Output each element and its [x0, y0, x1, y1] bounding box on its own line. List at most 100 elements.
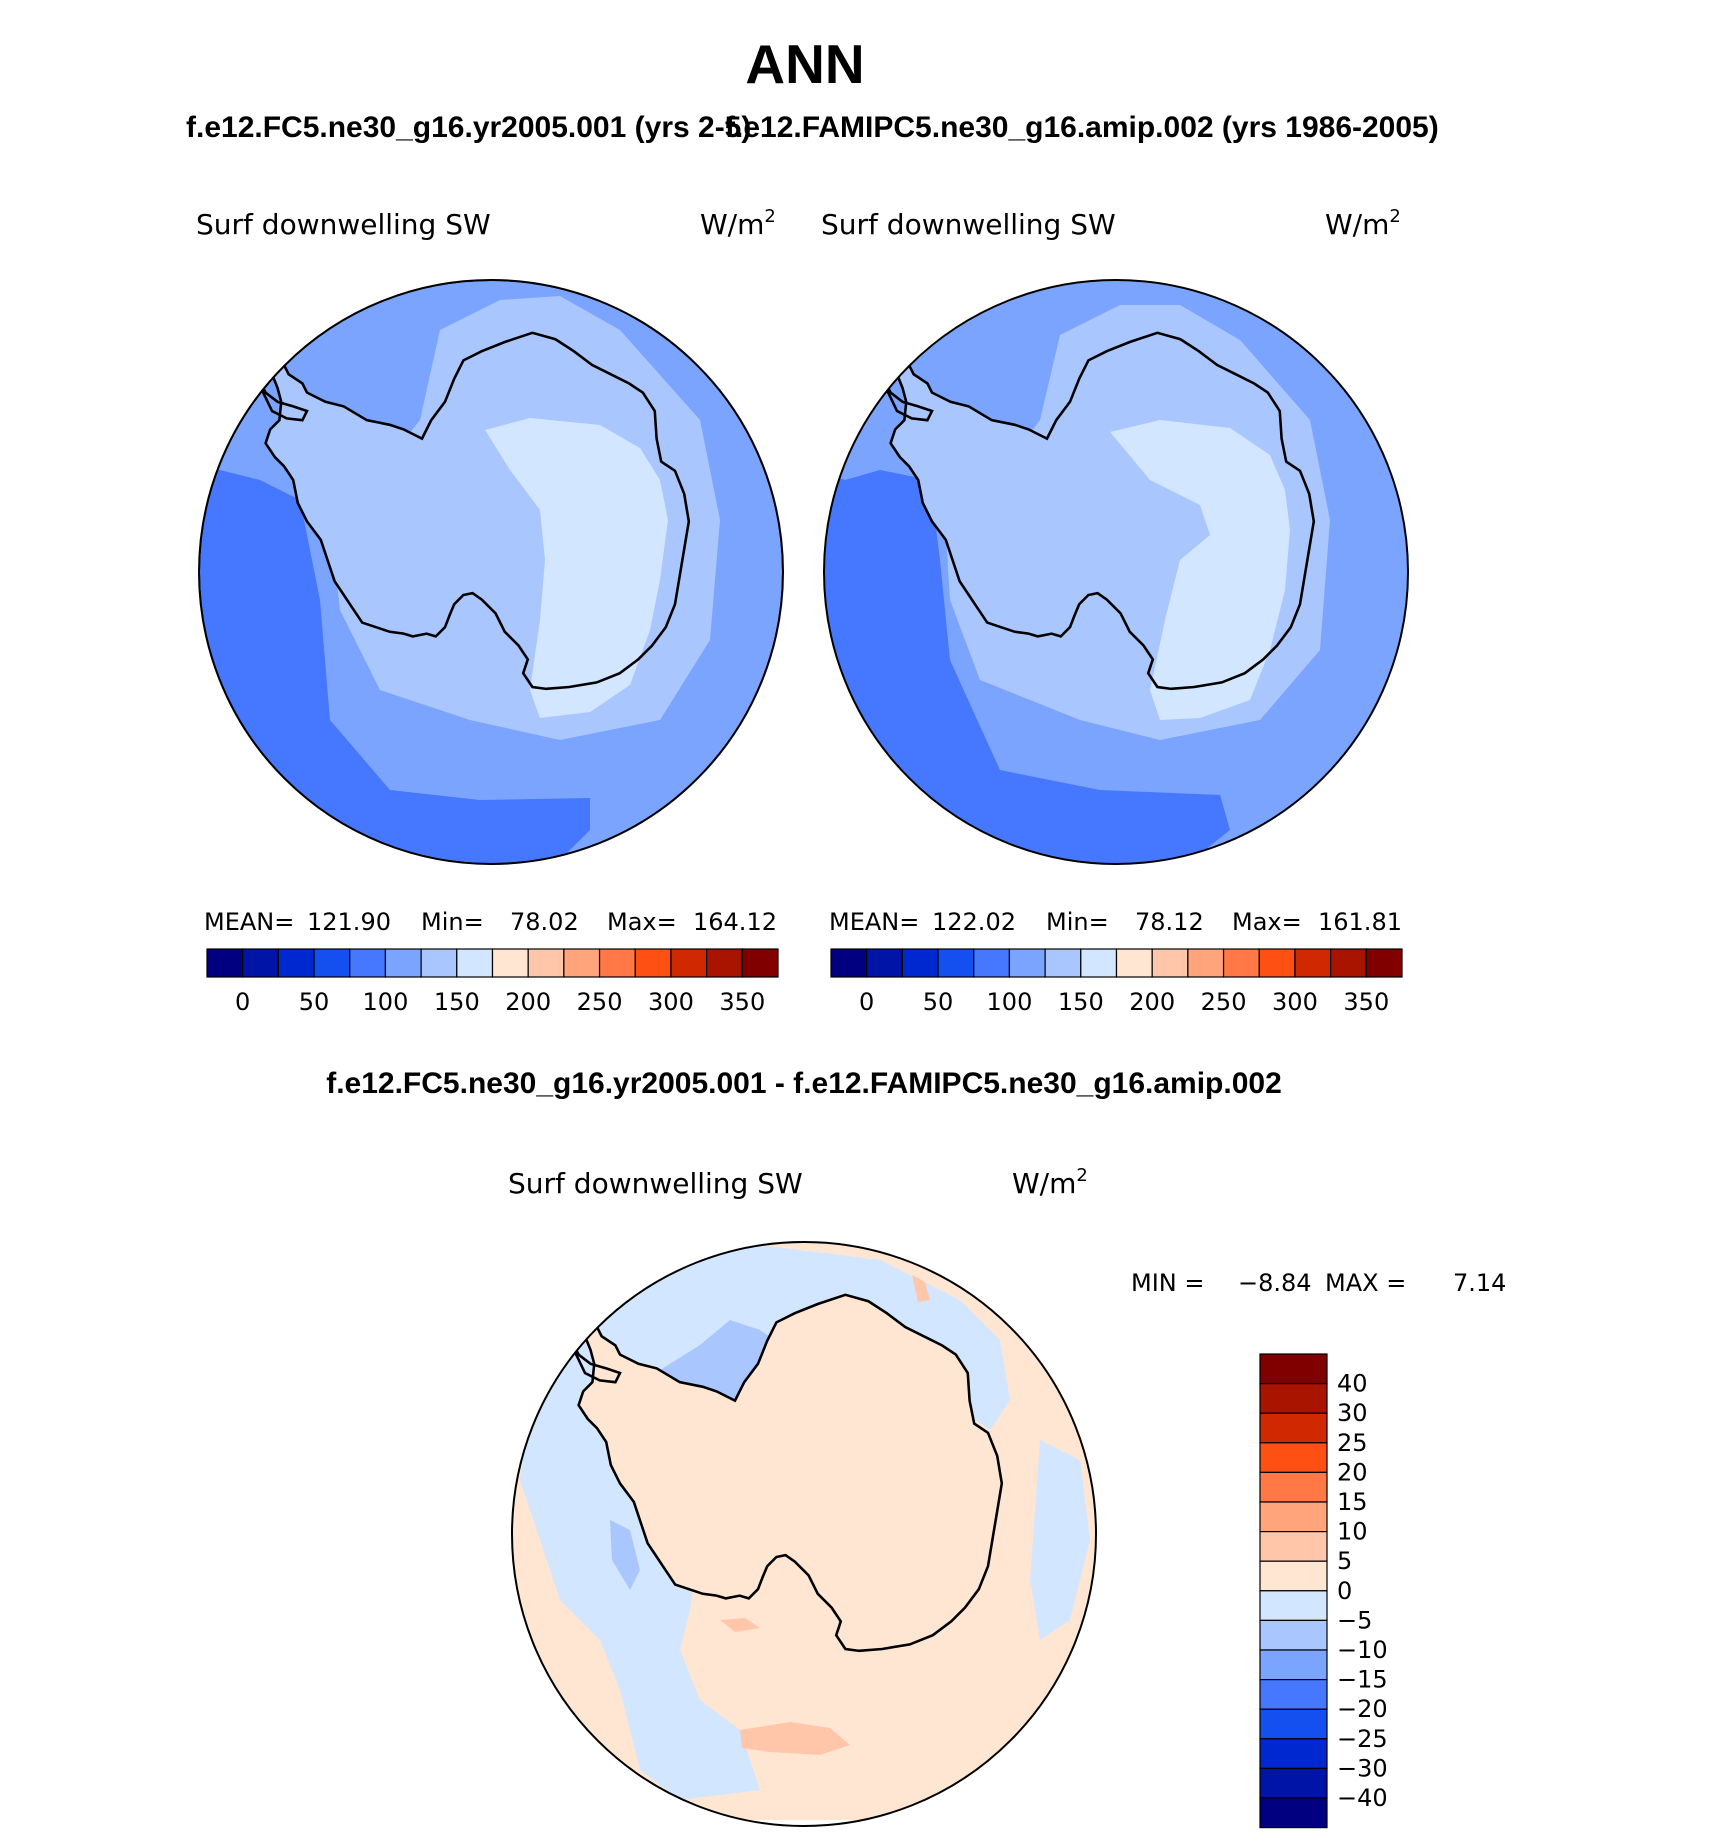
colorbar-tick-label: 200 [505, 988, 551, 1016]
colorbar-swatch [1259, 1471, 1328, 1503]
colorbar-swatch [206, 948, 244, 978]
colorbar-tick-label: 100 [987, 988, 1033, 1016]
colorbar-tick-label: −25 [1337, 1725, 1388, 1753]
colorbar-swatch [706, 948, 743, 978]
right-colorbar [830, 948, 1403, 978]
colorbar-swatch [937, 948, 975, 978]
right-units-label: W/m2 [1325, 206, 1401, 241]
colorbar-tick-label: 250 [577, 988, 623, 1016]
colorbar-swatch [1115, 948, 1153, 978]
diff-map-border [511, 1241, 1097, 1827]
diff-map-cool-region-east [1030, 1440, 1090, 1640]
left-mean-label: MEAN= [204, 908, 294, 936]
colorbar-tick-label: 15 [1337, 1488, 1368, 1516]
right-map-deep-band [824, 470, 1230, 864]
colorbar-swatch [598, 948, 636, 978]
colorbar-swatch [491, 948, 529, 978]
colorbar-swatch [1258, 948, 1296, 978]
left-panel: Surf downwelling SW W/m2 MEAN= 121.90 Mi… [196, 206, 784, 1016]
colorbar-swatch [1187, 948, 1225, 978]
colorbar-swatch [1259, 1678, 1328, 1710]
colorbar-swatch [277, 948, 315, 978]
colorbar-tick-label: 250 [1201, 988, 1247, 1016]
colorbar-tick-label: 100 [363, 988, 409, 1016]
colorbar-swatch [1259, 1530, 1328, 1562]
colorbar-tick-label: 25 [1337, 1429, 1368, 1457]
right-map-east-plateau [1110, 420, 1290, 720]
colorbar-swatch [1008, 948, 1046, 978]
colorbar-swatch [1259, 1649, 1328, 1681]
colorbar-tick-label: 0 [1337, 1577, 1352, 1605]
colorbar-tick-label: 20 [1337, 1458, 1368, 1486]
left-units-label: W/m2 [700, 206, 776, 241]
colorbar-swatch [670, 948, 708, 978]
right-mean-label: MEAN= [829, 908, 919, 936]
colorbar-swatch [456, 948, 494, 978]
diff-min-value: −8.84 [1238, 1269, 1312, 1297]
colorbar-tick-label: 50 [299, 988, 330, 1016]
diff-min-label: MIN = [1131, 1269, 1204, 1297]
diff-map-warm-spot-2 [912, 1275, 930, 1302]
colorbar-tick-label: 350 [1343, 988, 1389, 1016]
main-title: ANN [745, 33, 864, 95]
colorbar-swatch [1222, 948, 1260, 978]
diff-units-label: W/m2 [1012, 1165, 1088, 1200]
diff-map-warm-spot-1 [740, 1722, 850, 1755]
colorbar-swatch [1365, 948, 1403, 978]
colorbar-tick-label: 5 [1337, 1547, 1352, 1575]
colorbar-tick-label: 300 [648, 988, 694, 1016]
left-stats: MEAN= 121.90 Min= 78.02 Max= 164.12 [204, 908, 777, 936]
colorbar-swatch [313, 948, 351, 978]
colorbar-swatch [1151, 948, 1189, 978]
colorbar-swatch [1330, 948, 1367, 978]
diff-map-warm-spot-3 [720, 1618, 760, 1632]
colorbar-swatch [1259, 1353, 1328, 1385]
colorbar-tick-label: 350 [719, 988, 765, 1016]
colorbar-swatch [563, 948, 601, 978]
right-panel: Surf downwelling SW W/m2 MEAN= 122.02 Mi… [821, 206, 1409, 1016]
colorbar-swatch [1259, 1708, 1328, 1740]
colorbar-swatch [741, 948, 779, 978]
colorbar-tick-label: 300 [1272, 988, 1318, 1016]
colorbar-swatch [1080, 948, 1118, 978]
colorbar-swatch [527, 948, 565, 978]
colorbar-swatch [1259, 1560, 1328, 1592]
right-max-value: 161.81 [1318, 908, 1402, 936]
right-map-border [823, 279, 1409, 865]
left-mean-value: 121.90 [307, 908, 391, 936]
colorbar-swatch [1259, 1501, 1328, 1533]
right-stats: MEAN= 122.02 Min= 78.12 Max= 161.81 [829, 908, 1402, 936]
left-map-deep-band [199, 470, 590, 864]
colorbar-tick-label: 10 [1337, 1518, 1368, 1546]
colorbar-swatch [901, 948, 939, 978]
left-max-value: 164.12 [693, 908, 777, 936]
diff-max-value: 7.14 [1453, 1269, 1506, 1297]
left-variable-label: Surf downwelling SW [196, 208, 491, 241]
right-max-label: Max= [1232, 908, 1302, 936]
colorbar-swatch [1259, 1767, 1328, 1799]
colorbar-swatch [242, 948, 279, 978]
colorbar-swatch [634, 948, 672, 978]
right-colorbar-ticks: 0 50 100 150 200 250 300 350 [859, 988, 1389, 1016]
colorbar-tick-label: −20 [1337, 1695, 1388, 1723]
colorbar-swatch [830, 948, 868, 978]
right-panel-title: f.e12.FAMIPC5.ne30_g16.amip.002 (yrs 198… [725, 111, 1439, 144]
colorbar-tick-label: −10 [1337, 1636, 1388, 1664]
right-min-label: Min= [1046, 908, 1109, 936]
left-map [199, 280, 783, 864]
diff-stats: MIN = −8.84 MAX = 7.14 [1131, 1269, 1506, 1297]
colorbar-swatch [349, 948, 387, 978]
colorbar-tick-label: 30 [1337, 1399, 1368, 1427]
right-map [824, 280, 1408, 864]
left-map-east-plateau [485, 418, 668, 718]
diff-colorbar [1259, 1353, 1328, 1829]
right-variable-label: Surf downwelling SW [821, 208, 1116, 241]
colorbar-swatch [973, 948, 1011, 978]
colorbar-tick-label: 0 [859, 988, 874, 1016]
colorbar-swatch [1259, 1738, 1328, 1770]
left-max-label: Max= [607, 908, 677, 936]
colorbar-swatch [420, 948, 458, 978]
colorbar-tick-label: 0 [235, 988, 250, 1016]
